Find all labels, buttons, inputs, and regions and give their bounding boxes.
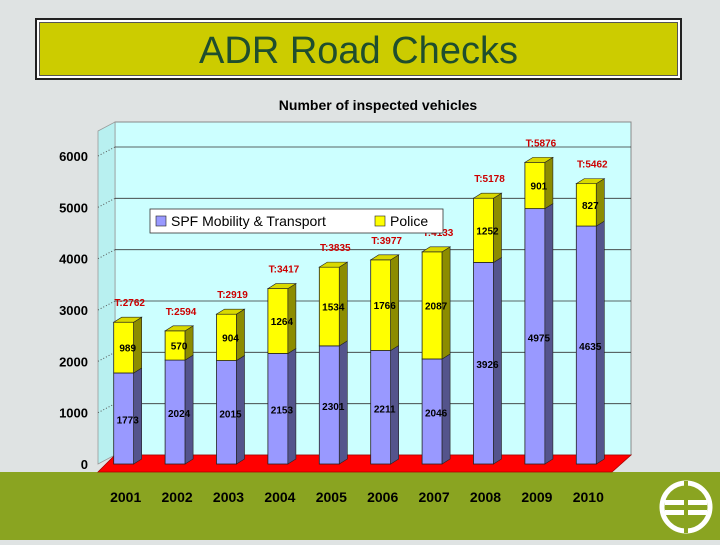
total-label: T:5876 [526, 138, 557, 149]
data-label-spf: 2024 [168, 409, 191, 420]
x-tick-label: 2008 [470, 489, 501, 505]
data-label-police: 989 [119, 344, 136, 355]
total-label: T:3977 [371, 236, 402, 247]
y-tick-label: 5000 [59, 200, 88, 215]
legend-swatch-spf [155, 215, 167, 227]
gridline-depth [97, 146, 116, 157]
data-label-police: 827 [582, 201, 599, 212]
data-label-police: 1534 [322, 303, 345, 314]
y-tick-label: 6000 [59, 149, 88, 164]
y-tick-label: 0 [81, 457, 88, 472]
total-label: T:3417 [269, 265, 300, 276]
data-label-police: 1252 [476, 226, 499, 237]
footer-band [0, 472, 720, 540]
data-label-police: 1766 [374, 301, 397, 312]
bar-top [472, 192, 503, 199]
total-label: T:3835 [320, 243, 351, 254]
bar-top [215, 308, 246, 315]
data-label-spf: 2046 [425, 408, 448, 419]
plot-side-wall [97, 121, 116, 465]
legend-label-spf: SPF Mobility & Transport [171, 213, 326, 229]
bar-top [266, 283, 297, 289]
x-tick-label: 2010 [573, 489, 604, 505]
x-tick-label: 2001 [110, 489, 141, 505]
x-tick-label: 2003 [213, 489, 244, 505]
data-label-spf: 2015 [219, 409, 242, 420]
total-label: T:2594 [166, 307, 197, 318]
data-label-spf: 4975 [528, 333, 551, 344]
total-label: T:2919 [217, 290, 248, 301]
bar-top [575, 178, 606, 184]
x-tick-label: 2005 [316, 489, 347, 505]
page-title: ADR Road Checks [199, 30, 518, 72]
gridline-depth [97, 249, 116, 260]
data-label-police: 1264 [271, 317, 294, 328]
y-tick-label: 2000 [59, 354, 88, 369]
data-label-spf: 2211 [374, 404, 396, 415]
bar-top [164, 325, 195, 332]
data-label-spf: 2301 [322, 402, 345, 413]
x-tick-label: 2004 [264, 489, 295, 505]
y-tick-label: 1000 [59, 406, 88, 421]
data-label-police: 2087 [425, 301, 448, 312]
gridline-depth [97, 351, 116, 362]
data-label-spf: 2153 [271, 406, 294, 417]
title-banner: ADR Road Checks [35, 18, 682, 80]
bar-top [112, 316, 143, 323]
legend-swatch-police [374, 215, 386, 227]
data-label-spf: 1773 [117, 415, 140, 426]
data-label-police: 570 [171, 341, 188, 352]
bar-top [369, 254, 400, 261]
x-tick-label: 2006 [367, 489, 398, 505]
gridline-depth [97, 403, 116, 414]
total-label: T:5178 [474, 174, 505, 185]
total-label: T:2762 [114, 298, 145, 309]
gridline-depth [97, 300, 116, 311]
x-tick-label: 2009 [521, 489, 552, 505]
y-tick-label: 4000 [59, 252, 88, 267]
y-tick-label: 3000 [59, 303, 88, 318]
x-tick-label: 2007 [419, 489, 450, 505]
data-label-spf: 4635 [579, 342, 602, 353]
x-tick-label: 2002 [162, 489, 193, 505]
data-label-spf: 3926 [476, 360, 499, 371]
logo [655, 473, 717, 540]
bar-top [318, 261, 349, 268]
data-label-police: 904 [222, 333, 239, 344]
bar-top [523, 157, 554, 163]
gridline-depth [97, 197, 116, 208]
legend-box [149, 208, 444, 234]
total-label: T:5462 [577, 160, 608, 171]
data-label-police: 901 [531, 181, 548, 192]
legend-label-police: Police [390, 213, 428, 229]
euro-road-logo-icon [659, 480, 713, 534]
chart-title: Number of inspected vehicles [279, 97, 478, 113]
bar-top [421, 246, 452, 253]
